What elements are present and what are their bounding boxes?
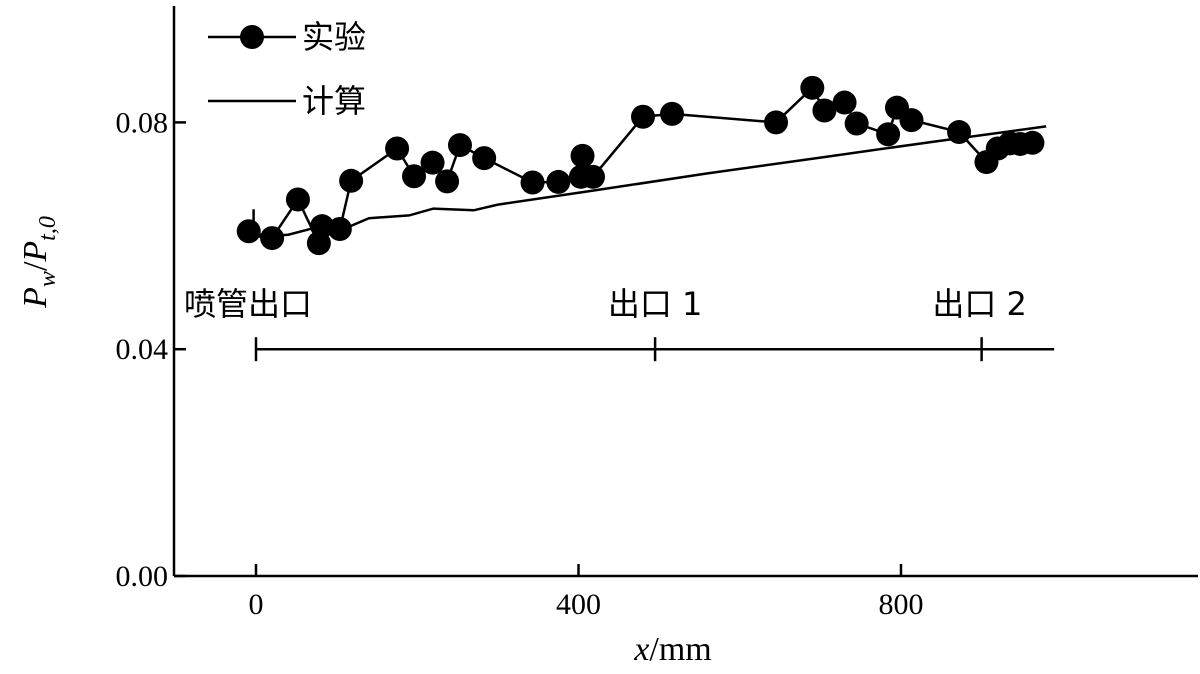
- data-point: [260, 226, 285, 251]
- y-axis-label-part: /: [17, 261, 54, 271]
- data-point: [899, 108, 924, 133]
- data-point: [402, 164, 427, 189]
- y-tick-label: 0.00: [116, 560, 169, 593]
- data-point: [339, 168, 364, 193]
- data-point: [236, 219, 261, 244]
- x-axis-label-unit: mm: [659, 631, 712, 668]
- series-layer: [236, 75, 1047, 256]
- y-axis-label-part: w: [35, 271, 61, 287]
- legend-marker: [240, 25, 264, 49]
- x-axis-label-slash: /: [649, 631, 659, 668]
- data-point: [546, 169, 571, 194]
- annotation-label: 出口 1: [608, 285, 703, 323]
- data-point: [570, 143, 595, 168]
- x-axis-label-var: x: [633, 631, 649, 668]
- legend-label: 计算: [302, 82, 366, 120]
- data-point: [285, 187, 310, 212]
- data-point: [800, 75, 825, 100]
- legend-label: 实验: [302, 18, 366, 56]
- x-axis-label: x/mm: [633, 631, 711, 668]
- data-point: [385, 136, 410, 161]
- data-point: [812, 98, 837, 123]
- data-point: [764, 110, 789, 135]
- data-point: [876, 122, 901, 147]
- data-point: [520, 170, 545, 195]
- data-point: [327, 216, 352, 241]
- series-line-1: [252, 125, 1047, 239]
- y-axis-label: Pw/Pt,0: [17, 216, 61, 309]
- data-point: [435, 169, 460, 194]
- annotation-label: 喷管出口: [184, 285, 312, 323]
- axes: 0.00 0.04 0.08 0 400 800: [116, 6, 1198, 621]
- y-axis-label-part: P: [17, 287, 54, 309]
- annotation-layer: 喷管出口 出口 1 出口 2: [184, 285, 1055, 362]
- data-point: [581, 164, 606, 189]
- data-point: [832, 90, 857, 115]
- data-point: [1020, 130, 1045, 155]
- data-point: [660, 101, 685, 126]
- x-tick-label: 0: [249, 588, 264, 621]
- annotation-label: 出口 2: [932, 285, 1027, 323]
- data-point: [420, 150, 445, 175]
- x-tick-label: 400: [556, 588, 601, 621]
- data-point: [472, 146, 497, 171]
- y-tick-label: 0.08: [116, 106, 169, 139]
- data-point: [447, 133, 472, 158]
- data-point: [631, 104, 655, 129]
- y-axis-label-part: t,0: [35, 216, 61, 241]
- data-point: [844, 111, 869, 136]
- y-tick-label: 0.04: [116, 333, 169, 366]
- x-tick-label: 800: [879, 588, 924, 621]
- y-axis-label-part: P: [17, 241, 54, 263]
